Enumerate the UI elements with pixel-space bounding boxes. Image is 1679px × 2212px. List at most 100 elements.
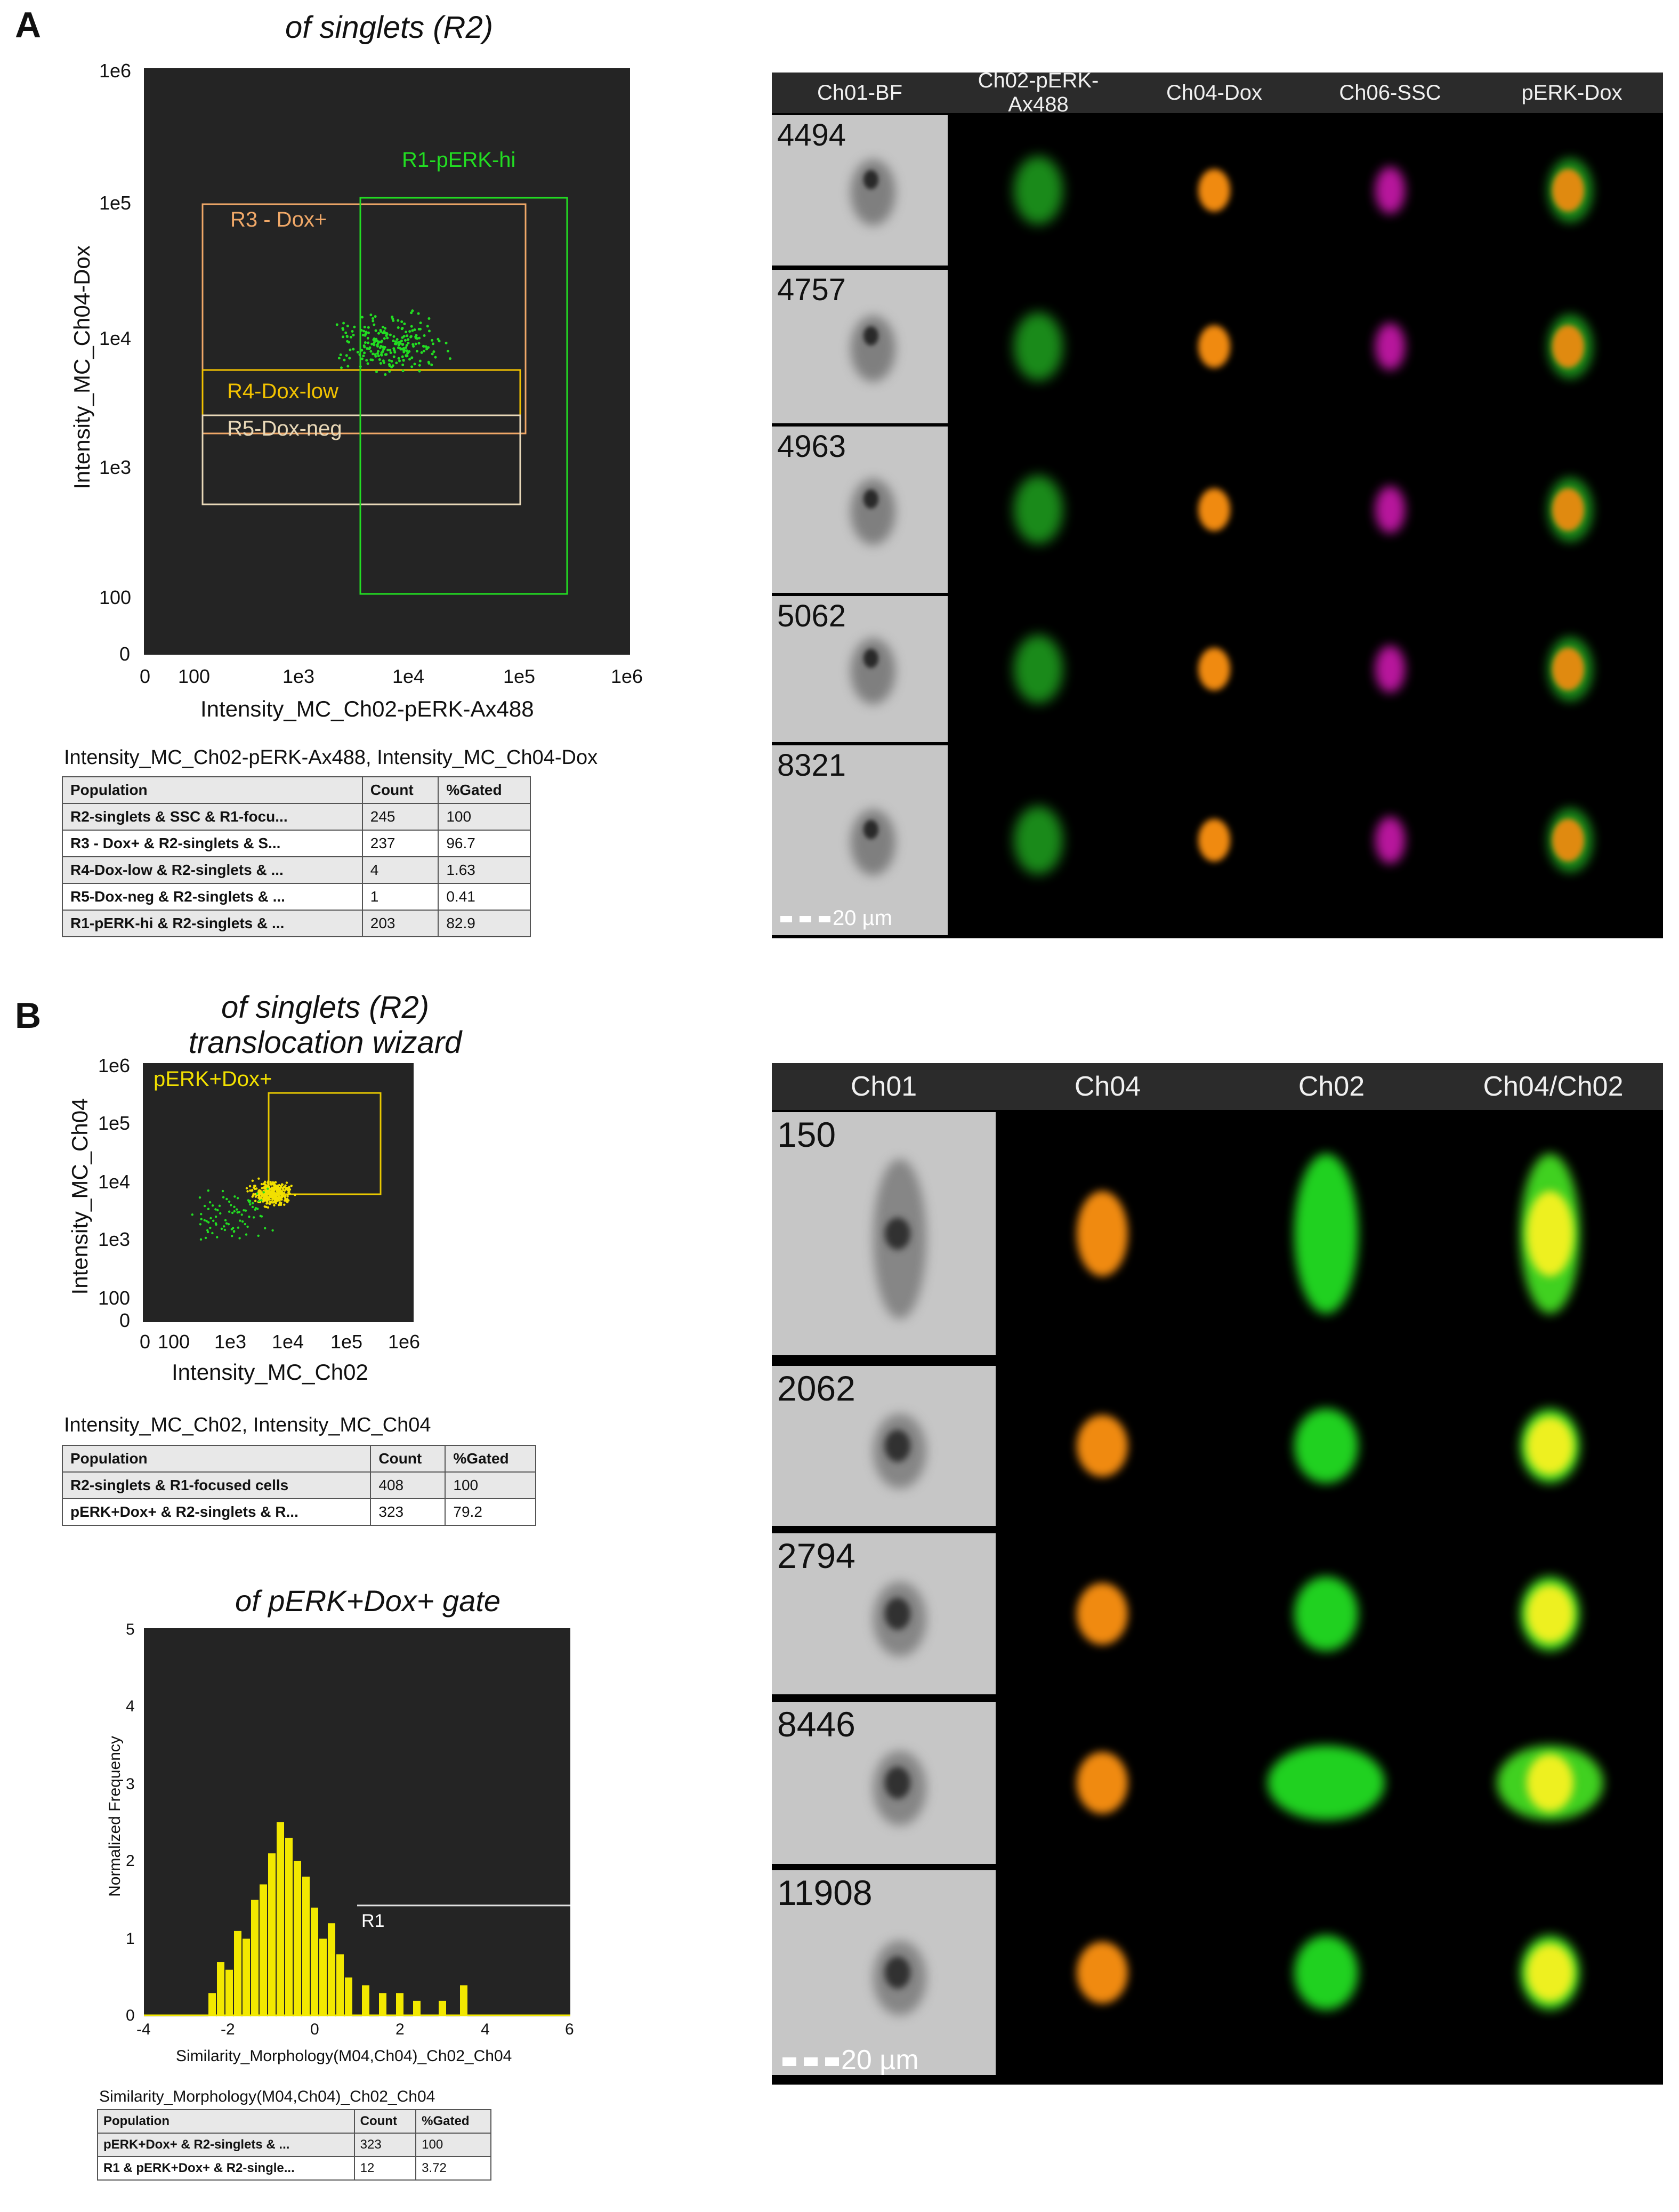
hist-gate-r1-label: R1	[361, 1911, 385, 1931]
cell: 12	[353, 2156, 417, 2181]
scatter-point	[434, 356, 437, 359]
h-x-tick: 0	[310, 2021, 319, 2038]
scatter-point	[352, 348, 355, 351]
column-header[interactable]: Ch02-pERK-Ax488	[978, 69, 1099, 116]
scatter-point	[269, 1192, 272, 1195]
scatter-point	[408, 330, 411, 333]
scatter-point	[380, 351, 383, 355]
scatter-point	[223, 1228, 227, 1232]
scatter-point	[363, 325, 366, 328]
column-header[interactable]: Ch04	[1074, 1071, 1141, 1102]
gallery-row[interactable]: 2794	[772, 1533, 1663, 1694]
column-header[interactable]: Ch04/Ch02	[1483, 1071, 1624, 1102]
scatter-point	[244, 1222, 247, 1226]
gate-r1-rect[interactable]	[359, 197, 568, 595]
gallery-row[interactable]: 4757	[772, 270, 1663, 423]
scatter-point	[249, 1203, 252, 1206]
scatter-point	[386, 336, 389, 340]
scatter-point	[411, 343, 415, 346]
column-header[interactable]: Ch06-SSC	[1339, 81, 1441, 104]
scatter-point	[258, 1195, 261, 1198]
ch04-channel-cell	[996, 1112, 1220, 1355]
scatter-point	[359, 365, 362, 368]
scatter-point	[385, 334, 388, 337]
gallery-row[interactable]: 5062	[772, 596, 1663, 742]
scatter-point	[281, 1183, 284, 1186]
scatter-point	[372, 338, 375, 341]
dox-signal-icon	[1198, 648, 1230, 690]
object-id-label: 2062	[777, 1369, 855, 1408]
b2-th-count: Count	[353, 2109, 417, 2134]
histogram-bar	[234, 1931, 241, 2016]
scatter-point	[278, 1195, 280, 1198]
column-header[interactable]: Ch01-BF	[817, 81, 903, 104]
scatter-point	[257, 1234, 260, 1237]
gallery-row[interactable]: 150	[772, 1112, 1663, 1355]
dox-signal-icon	[1198, 325, 1230, 368]
scatter-point	[364, 333, 367, 336]
scatter-point	[430, 363, 433, 366]
scatter-point	[379, 328, 382, 332]
scatter-point	[241, 1220, 244, 1223]
scatter-point	[377, 354, 380, 357]
h-y-tick: 1	[126, 1930, 135, 1948]
object-id-label: 5062	[777, 599, 846, 633]
b-y-tick: 1e3	[98, 1228, 131, 1250]
scatter-point	[388, 370, 391, 373]
column-header[interactable]: Ch04-Dox	[1166, 81, 1263, 104]
scatter-point	[254, 1195, 257, 1198]
scatter-point	[246, 1225, 249, 1228]
scatter-point	[251, 1202, 254, 1204]
scatter-point	[381, 325, 384, 328]
merge-yellow-icon	[1527, 1754, 1573, 1812]
scatter-point	[369, 350, 373, 353]
scatter-point	[265, 1194, 268, 1196]
gate-perk-dox-rect[interactable]	[268, 1092, 382, 1195]
scatter-point	[351, 329, 354, 333]
scatter-point	[240, 1213, 243, 1216]
column-header[interactable]: Ch01	[850, 1071, 917, 1102]
dox-channel-cell	[1129, 596, 1299, 742]
cell: R5-Dox-neg & R2-singlets & ...	[62, 883, 363, 911]
scatter-point	[413, 363, 416, 366]
gallery-row[interactable]: 11908	[772, 1870, 1663, 2075]
table-row: R5-Dox-neg & R2-singlets & ... 1 0.41	[62, 883, 531, 911]
scatter-point	[352, 333, 355, 336]
gallery-row[interactable]: 8446	[772, 1702, 1663, 1864]
gate-r3-rect[interactable]	[201, 203, 527, 435]
h-x-tick: 4	[481, 2021, 490, 2038]
scatter-point	[214, 1208, 217, 1211]
cell: 408	[370, 1471, 446, 1499]
histogram-bar	[208, 1993, 216, 2016]
histogram-bar	[225, 1969, 233, 2016]
scale-bar-label: 20 µm	[833, 906, 892, 930]
scatter-point	[276, 1184, 278, 1187]
scatter-point	[284, 1196, 286, 1198]
scatter-point	[273, 1188, 276, 1191]
column-header[interactable]: pERK-Dox	[1521, 81, 1623, 104]
perk-channel-cell	[948, 427, 1129, 593]
scatter-point	[380, 341, 383, 344]
scatter-point	[367, 341, 370, 344]
gallery-row[interactable]: 4963	[772, 427, 1663, 593]
scatter-point	[417, 312, 420, 315]
scatter-point	[395, 361, 398, 365]
merge-channel-cell	[1443, 1870, 1663, 2075]
column-header[interactable]: Ch02	[1298, 1071, 1365, 1102]
scatter-point	[427, 346, 430, 349]
gallery-row[interactable]: 8321	[772, 745, 1663, 935]
gallery-row[interactable]: 2062	[772, 1366, 1663, 1526]
gate-r5-rect[interactable]	[201, 414, 521, 505]
scatter-point	[341, 327, 344, 330]
gallery-row[interactable]: 4494	[772, 115, 1663, 266]
scatter-point	[403, 322, 406, 325]
scatter-point	[224, 1219, 227, 1221]
scatter-point	[398, 359, 401, 363]
scatter-point	[266, 1202, 269, 1204]
table-row: R2-singlets & SSC & R1-focu... 245 100	[62, 803, 531, 831]
cell: 100	[415, 2133, 491, 2157]
a-stats-table: Population Count %Gated R2-singlets & SS…	[62, 776, 531, 937]
cell: 96.7	[438, 830, 531, 857]
scatter-point	[417, 342, 421, 345]
cell-nucleus-icon	[863, 326, 878, 345]
